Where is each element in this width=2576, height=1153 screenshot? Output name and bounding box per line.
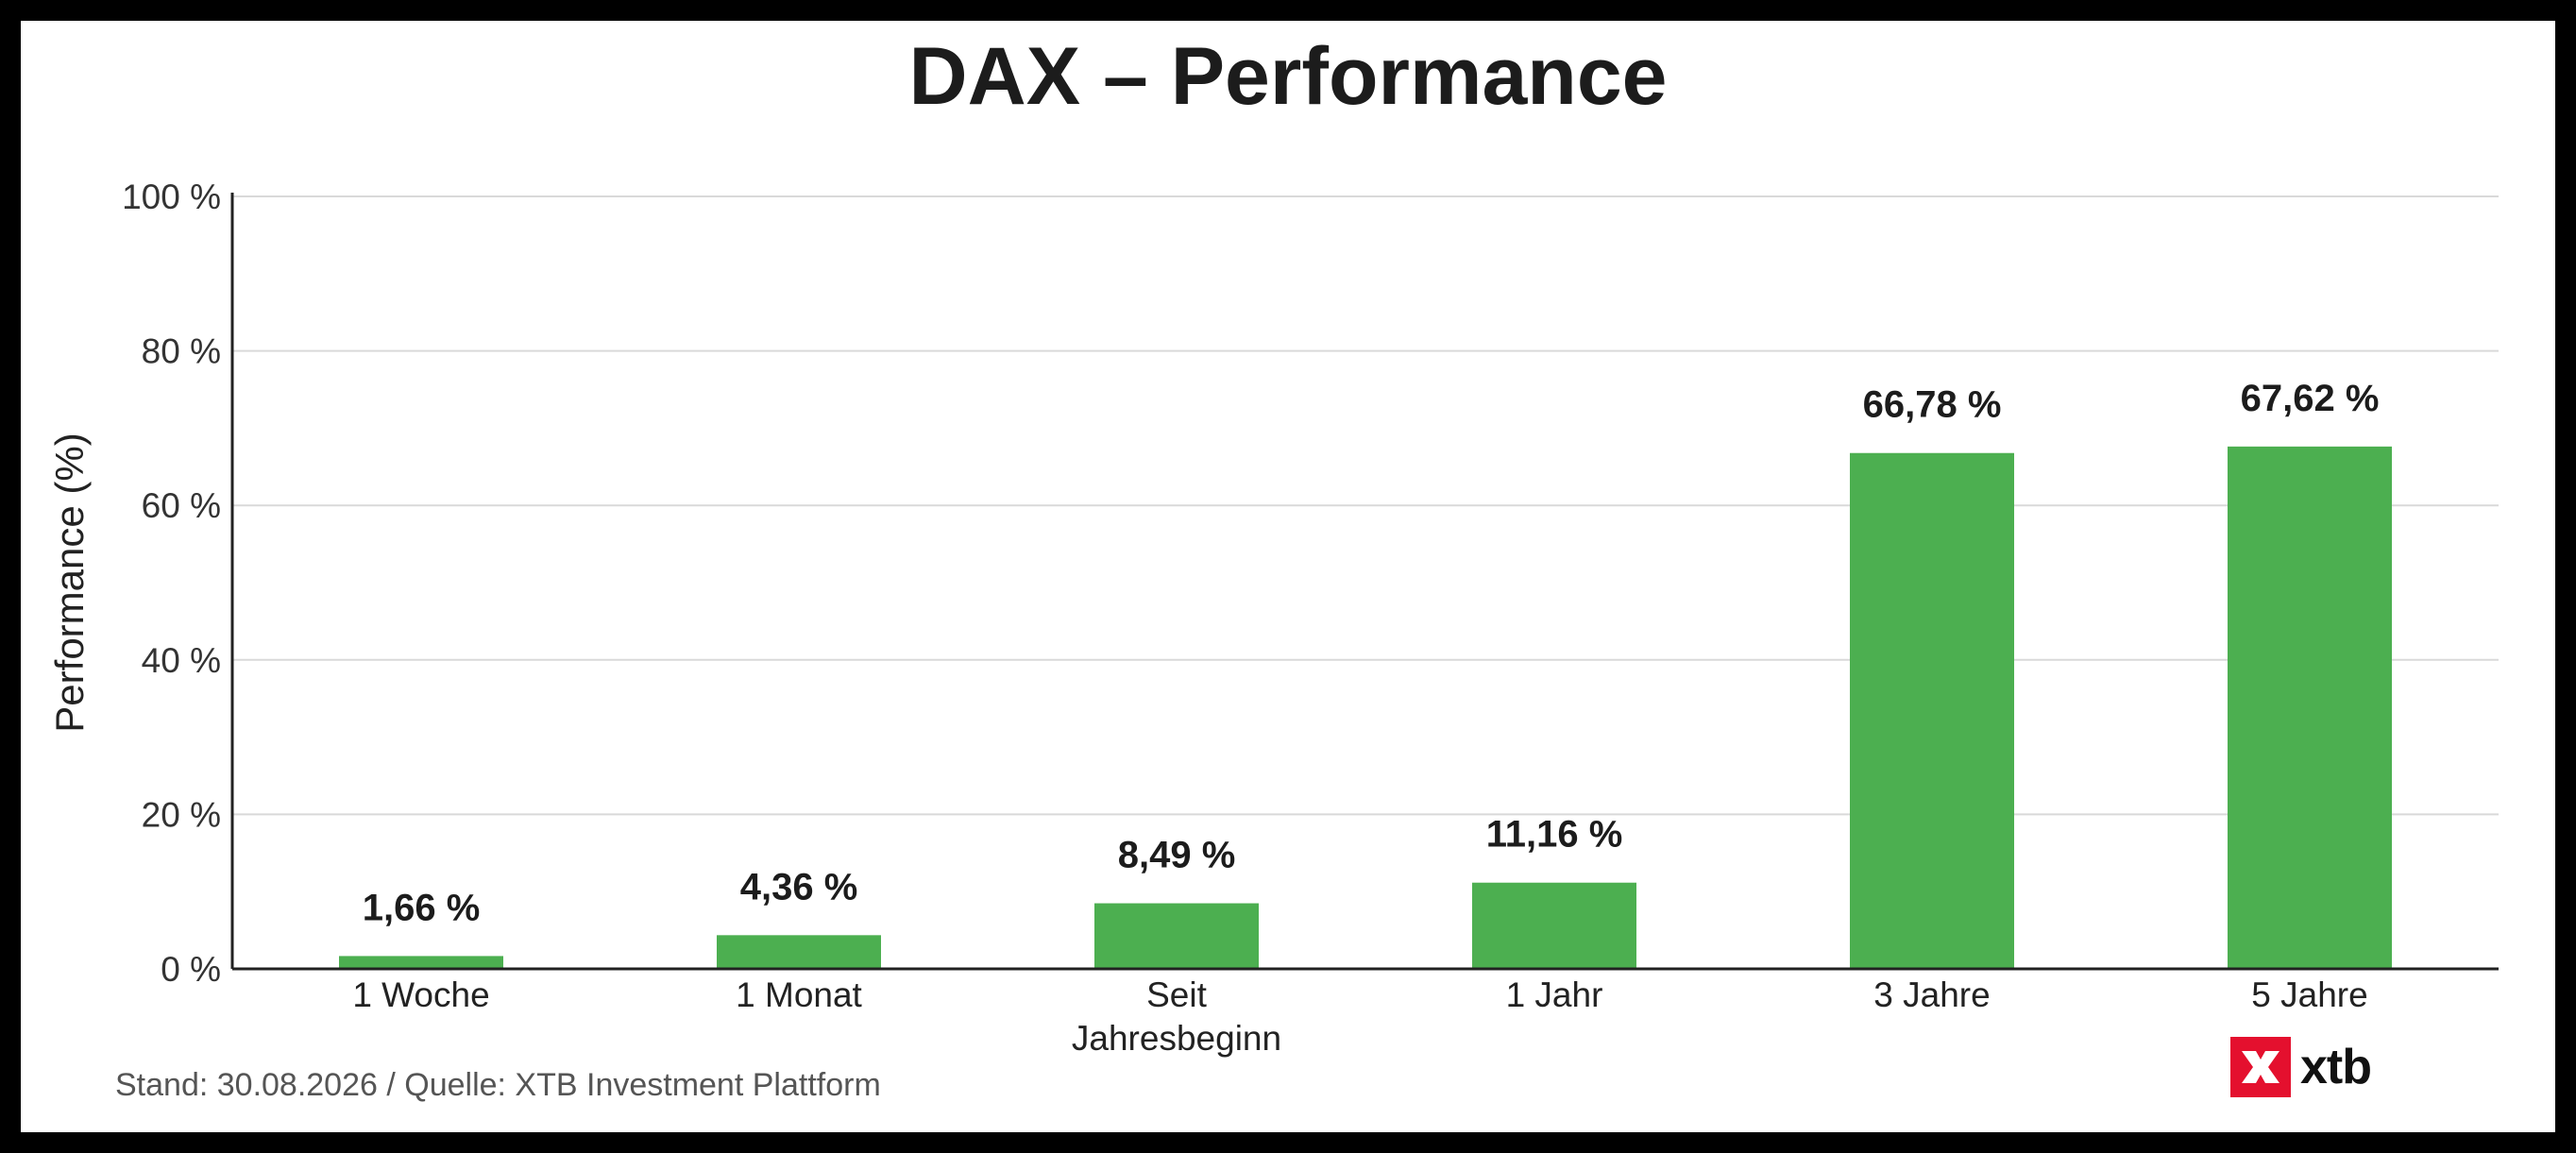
data-label: 67,62 % xyxy=(2241,378,2380,419)
x-tick-label: 5 Jahre xyxy=(2251,975,2367,1014)
bar xyxy=(1472,882,1636,969)
logo-text: xtb xyxy=(2300,1040,2372,1094)
data-label: 8,49 % xyxy=(1118,835,1236,876)
y-tick-label: 40 % xyxy=(142,641,221,680)
data-label: 66,78 % xyxy=(1863,384,2002,426)
y-axis-label: Performance (%) xyxy=(47,432,92,732)
data-label: 1,66 % xyxy=(363,887,481,928)
x-tick-label: 1 Woche xyxy=(352,975,489,1014)
bar xyxy=(1850,452,2014,969)
y-tick-label: 100 % xyxy=(122,178,221,216)
xtb-x-icon xyxy=(2230,1037,2291,1097)
bar xyxy=(2228,446,2392,969)
gridlines xyxy=(232,195,2499,816)
x-tick-label: Jahresbeginn xyxy=(1072,1019,1281,1058)
bar xyxy=(717,935,881,969)
y-tick-label: 60 % xyxy=(142,486,221,525)
y-tick-label: 0 % xyxy=(161,950,221,989)
labels: 0 % 20 % 40 % 60 % 80 % 100 % 1,66 % 1 Woche 4,3… xyxy=(47,178,2379,1058)
y-tick-label: 80 % xyxy=(142,332,221,371)
x-tick-label: 3 Jahre xyxy=(1873,975,1990,1014)
xtb-logo: xtb xyxy=(2230,1037,2372,1097)
x-tick-label: 1 Monat xyxy=(736,975,862,1014)
x-tick-label: 1 Jahr xyxy=(1506,975,1603,1014)
source-note: Stand: 30.08.2026 / Quelle: XTB Investme… xyxy=(115,1067,881,1103)
data-label: 11,16 % xyxy=(1486,814,1623,856)
bar xyxy=(1094,903,1259,969)
x-tick-label: Seit xyxy=(1146,975,1207,1014)
chart-title: DAX – Performance xyxy=(908,31,1668,122)
y-tick-label: 20 % xyxy=(142,795,221,834)
bar-chart: 0 % 20 % 40 % 60 % 80 % 100 % 1,66 % 1 Woche 4,3… xyxy=(47,178,2499,1058)
bar xyxy=(339,956,503,969)
axes xyxy=(230,193,2499,971)
data-label: 4,36 % xyxy=(740,866,858,907)
bars xyxy=(339,446,2392,969)
chart-frame: DAX – Performance 0 % 20 % 40 % 60 % 80 % 100… xyxy=(21,21,2555,1132)
